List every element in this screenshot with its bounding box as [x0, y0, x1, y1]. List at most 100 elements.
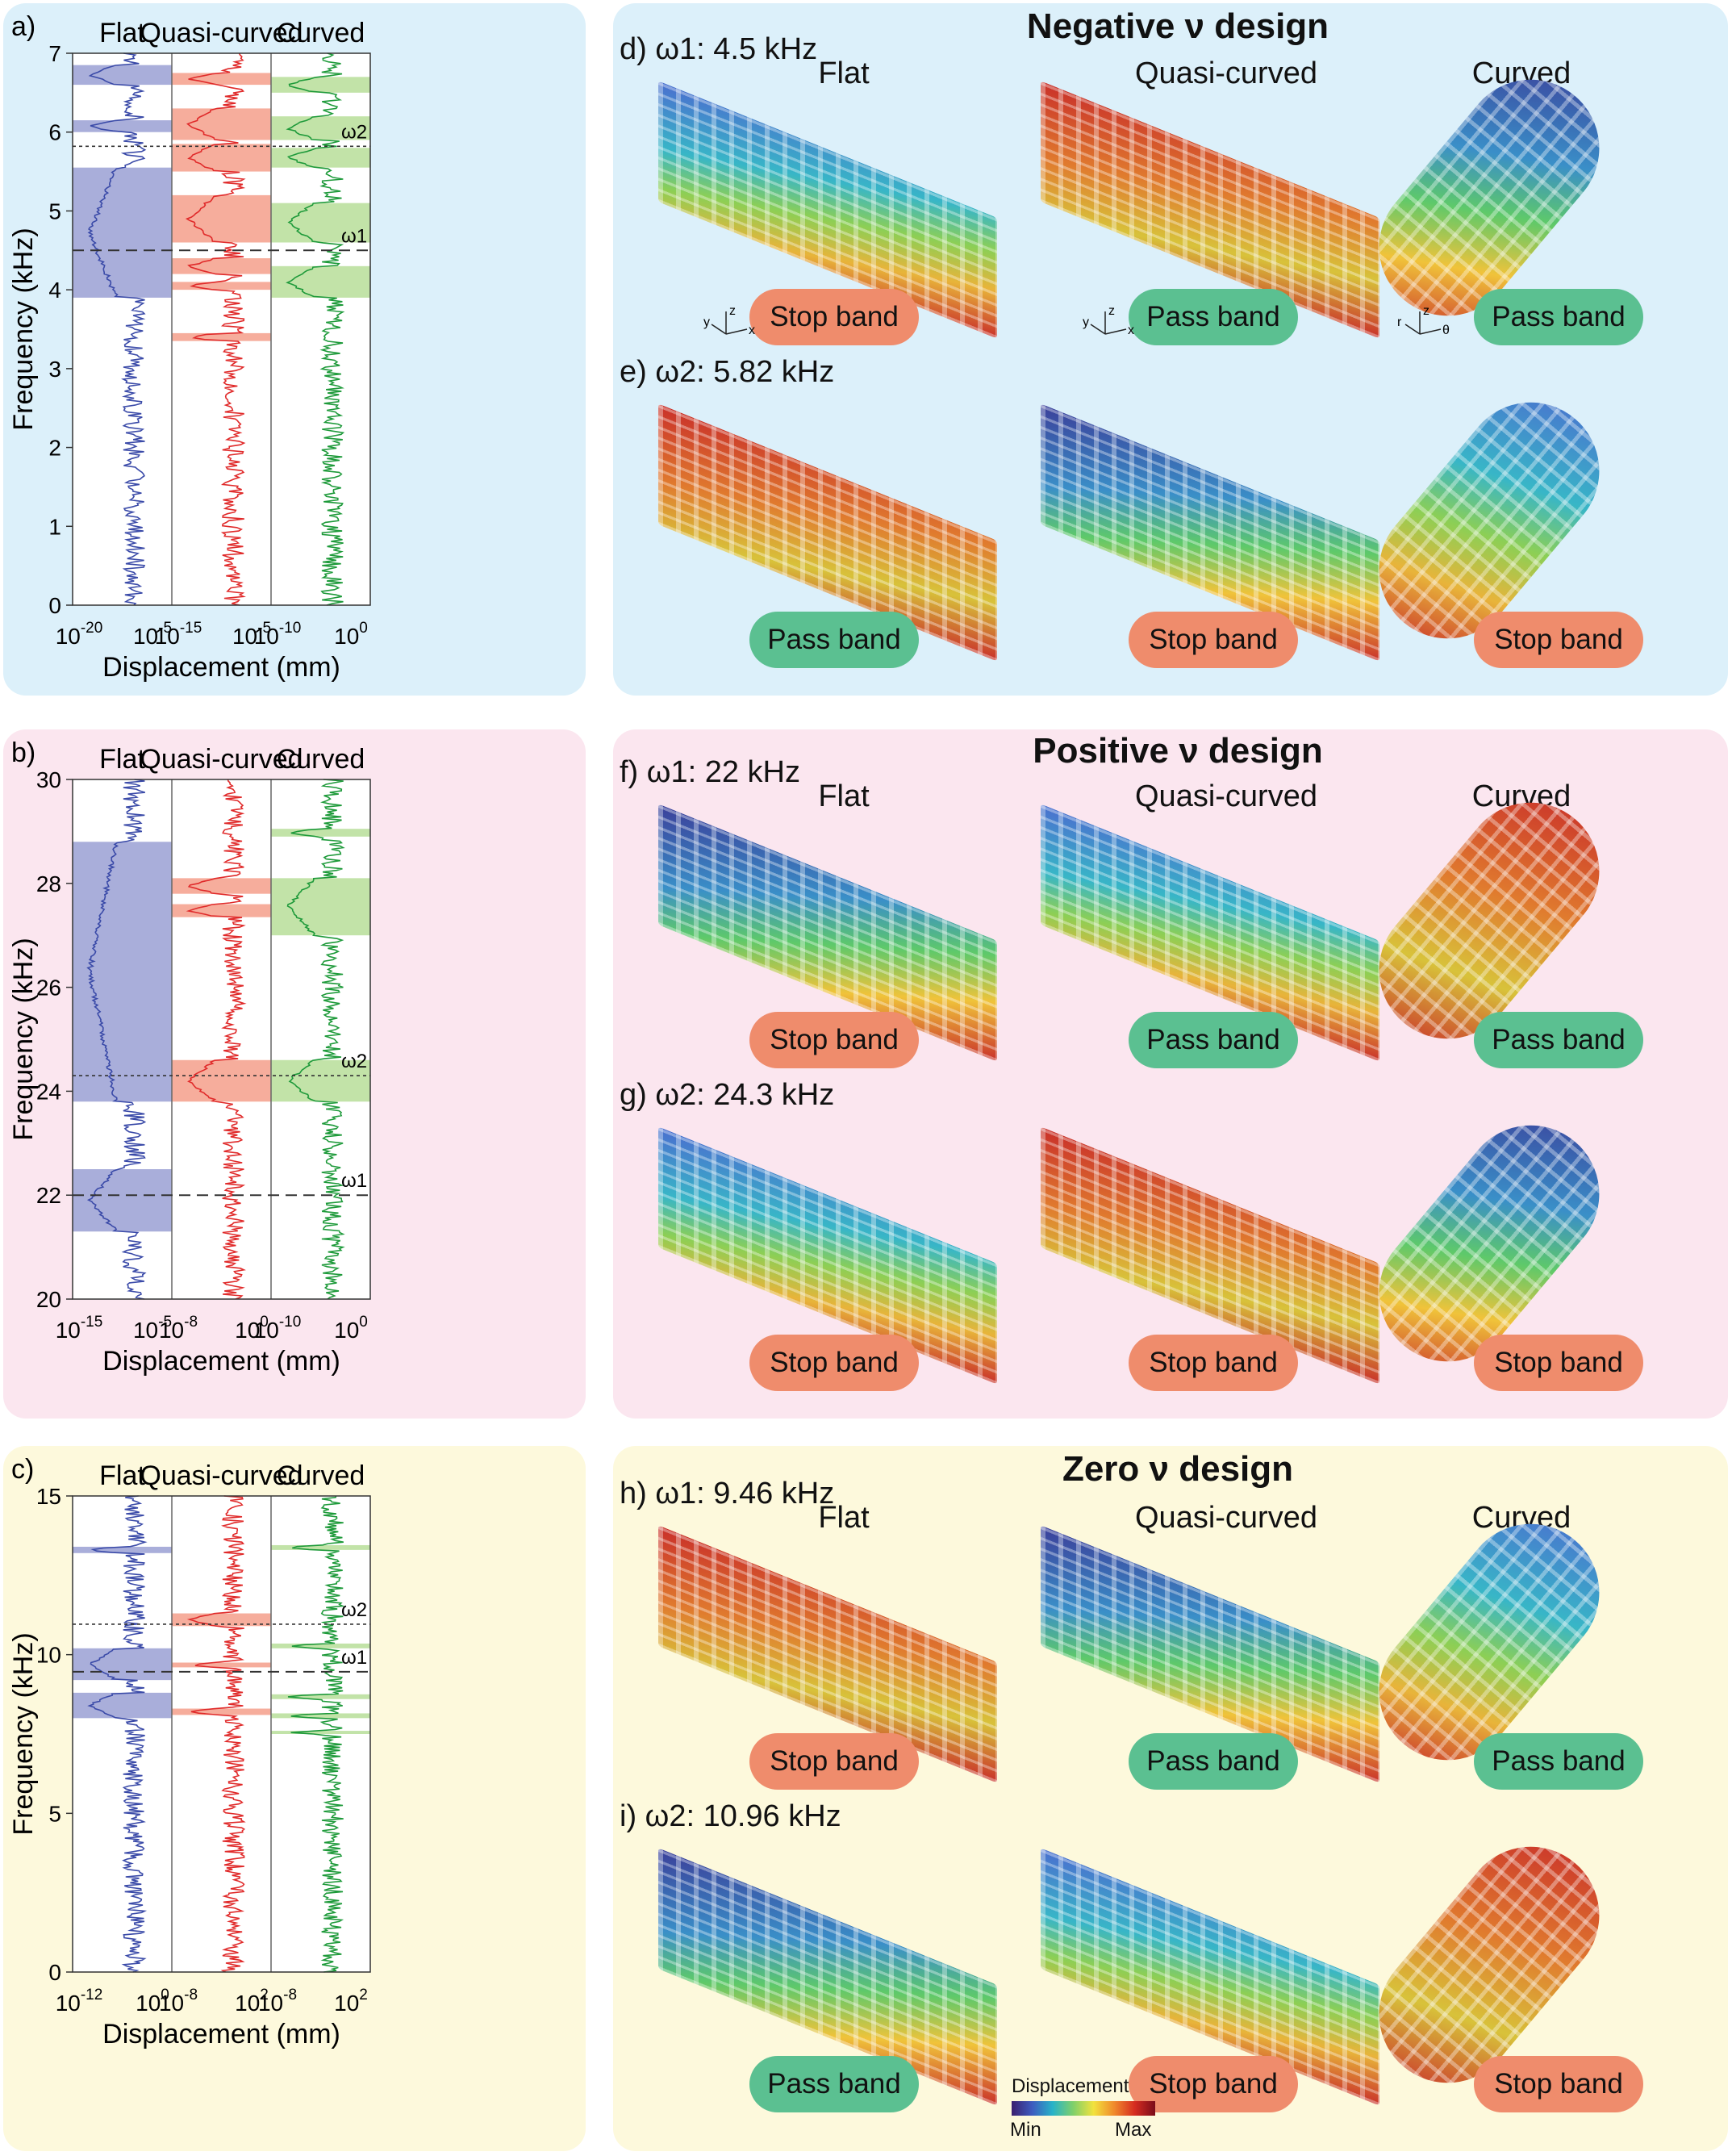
bandgap-quasi: [172, 1059, 271, 1102]
mode-panel-label: g) ω2: 24.3 kHz: [620, 1078, 835, 1112]
spectrum-line-curved: [286, 52, 345, 606]
bandgap-curved: [271, 878, 370, 936]
x-tick-label: 10-10: [254, 620, 302, 649]
x-tick-label: 10-20: [56, 620, 103, 649]
x-tick-base: 10: [133, 624, 158, 649]
column-title-flat: Flat: [99, 18, 145, 48]
displacement-legend: Displacement Min Max: [1000, 2075, 1162, 2148]
y-tick-label: 20: [36, 1287, 61, 1312]
x-tick-base: 10: [334, 1991, 359, 2016]
band-result-pill: Stop band: [1129, 2056, 1298, 2112]
axis-letter: y: [703, 315, 710, 329]
x-tick-exponent: 2: [260, 1987, 269, 2003]
axis-indicator-svg: y zx: [703, 304, 755, 337]
band-result-pill: Stop band: [749, 289, 919, 345]
spectrum-line-curved: [286, 779, 345, 1300]
x-tick-exponent: -15: [81, 1314, 102, 1331]
band-result-pill: Pass band: [1129, 1012, 1298, 1068]
band-result-pill: Stop band: [749, 1335, 919, 1391]
x-tick-label: 100: [235, 1314, 269, 1343]
bandgap-quasi: [172, 282, 271, 290]
bandgap-quasi: [172, 878, 271, 894]
column-title-quasi: Quasi-curved: [140, 1460, 303, 1491]
panel-label: c): [11, 1454, 34, 1485]
y-tick-label: 3: [48, 357, 61, 382]
bandgap-curved: [271, 1544, 370, 1550]
spectrum-line-flat: [86, 779, 147, 1300]
x-tick-base: 10: [159, 1318, 184, 1343]
x-tick-label: 10-8: [258, 1987, 297, 2016]
axis-line: [1104, 328, 1127, 335]
mode-panel-label: h) ω1: 9.46 kHz: [620, 1477, 835, 1510]
x-tick-label: 102: [235, 1987, 269, 2016]
mode-panel-label: d) ω1: 4.5 kHz: [620, 32, 818, 66]
x-tick-exponent: -10: [279, 1314, 301, 1331]
bandgap-quasi: [172, 73, 271, 86]
bandgap-quasi: [172, 904, 271, 917]
column-title-curved: Curved: [277, 18, 365, 48]
x-tick-label: 100: [334, 1314, 368, 1343]
legend-max: Max: [1115, 2119, 1152, 2141]
band-result-pill: Pass band: [1474, 1012, 1643, 1068]
y-tick-label: 2: [48, 436, 61, 461]
x-tick-label: 10-15: [56, 1314, 103, 1343]
bandgap-flat: [73, 167, 172, 298]
y-tick-label: 5: [48, 1801, 61, 1826]
x-tick-base: 10: [136, 1991, 161, 2016]
omega-label: ω2: [341, 121, 367, 143]
bandgap-curved: [271, 116, 370, 140]
bandgap-curved: [271, 1731, 370, 1734]
bandgap-flat: [73, 65, 172, 86]
omega-label: ω1: [341, 225, 367, 247]
x-tick-exponent: -10: [279, 620, 301, 637]
band-result-pill: Stop band: [1129, 612, 1298, 668]
band-result-pill: Pass band: [1474, 1733, 1643, 1790]
axis-line: [725, 328, 748, 335]
y-tick-label: 6: [48, 120, 61, 145]
bandgap-flat: [73, 1169, 172, 1232]
y-tick-label: 24: [36, 1079, 61, 1104]
spectrum-line-curved: [287, 1495, 345, 1973]
x-tick-base: 10: [155, 624, 180, 649]
bandgap-curved: [271, 829, 370, 837]
x-tick-exponent: -12: [81, 1987, 102, 2003]
design-title-positive: Positive ν design: [1033, 731, 1323, 771]
axis-indicator-svg: y zx: [1083, 304, 1134, 337]
mode-column-title-quasi: Quasi-curved: [1135, 1501, 1317, 1535]
column-title-flat: Flat: [99, 744, 145, 775]
mode-column-title-quasi: Quasi-curved: [1135, 56, 1317, 90]
column-title-quasi: Quasi-curved: [140, 744, 303, 775]
bandgap-curved: [271, 265, 370, 298]
axis-letter: z: [1108, 305, 1115, 318]
legend-min: Min: [1010, 2119, 1041, 2141]
design-title-negative: Negative ν design: [1026, 6, 1329, 46]
bandgap-curved: [271, 1059, 370, 1102]
axis-indicator-svg: r zθ: [1397, 304, 1450, 337]
bandgap-curved: [271, 77, 370, 93]
x-tick-label: 10-10: [254, 1314, 302, 1343]
y-tick-label: 1: [48, 514, 61, 539]
column-title-flat: Flat: [99, 1460, 145, 1491]
x-tick-exponent: -5: [158, 1314, 172, 1331]
axis-letter: θ: [1442, 324, 1450, 337]
x-tick-label: 10-5: [133, 620, 172, 649]
x-tick-exponent: 0: [359, 620, 368, 637]
band-result-pill: Stop band: [749, 1733, 919, 1790]
x-tick-exponent: -15: [180, 620, 202, 637]
y-tick-label: 28: [36, 871, 61, 896]
panel-label: a): [11, 11, 35, 42]
bandgap-quasi: [172, 258, 271, 274]
axis-line: [1090, 324, 1106, 335]
panel-label: b): [11, 737, 35, 768]
axis-letter: r: [1397, 315, 1402, 329]
bandgap-quasi: [172, 1662, 271, 1668]
x-tick-base: 10: [56, 1991, 81, 2016]
x-tick-label: 10-15: [155, 620, 202, 649]
bandgap-quasi: [172, 108, 271, 140]
bandgap-flat: [73, 120, 172, 132]
band-result-pill: Stop band: [1474, 2056, 1643, 2112]
mode-panel-label: i) ω2: 10.96 kHz: [620, 1799, 841, 1833]
